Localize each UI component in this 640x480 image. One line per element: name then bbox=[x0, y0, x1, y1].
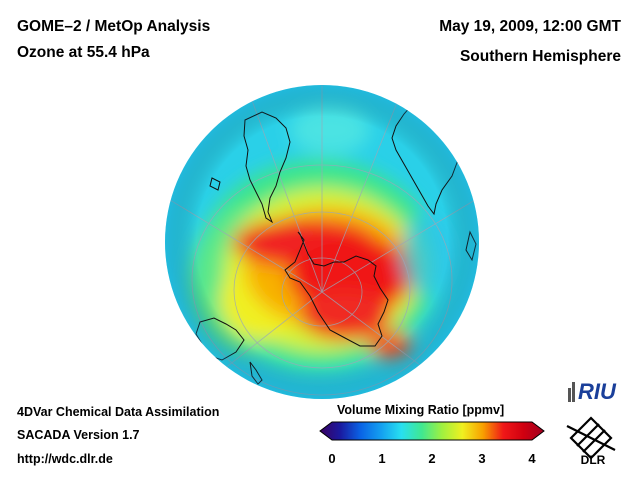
colorbar-tick-2: 2 bbox=[428, 451, 436, 466]
title-line2: Ozone at 55.4 hPa bbox=[17, 44, 150, 61]
riu-logo: RIU bbox=[568, 379, 617, 404]
colorbar-tick-1: 1 bbox=[378, 451, 386, 466]
colorbar-tick-4: 4 bbox=[528, 451, 536, 466]
footer-line1: 4DVar Chemical Data Assimilation bbox=[17, 405, 220, 419]
colorbar bbox=[319, 421, 545, 441]
footer-line3: http://wdc.dlr.de bbox=[17, 452, 113, 466]
ozone-globe-map bbox=[165, 85, 479, 399]
svg-text:RIU: RIU bbox=[578, 379, 617, 404]
region-label: Southern Hemisphere bbox=[459, 48, 621, 65]
date-label: May 19, 2009, 12:00 GMT bbox=[439, 18, 621, 35]
colorbar-tick-0: 0 bbox=[328, 451, 336, 466]
colorbar-title: Volume Mixing Ratio [ppmv] bbox=[337, 403, 505, 417]
footer-line2: SACADA Version 1.7 bbox=[17, 428, 140, 442]
dlr-logo: DLR bbox=[566, 416, 616, 466]
colorbar-tick-3: 3 bbox=[478, 451, 486, 466]
globe-rim bbox=[165, 85, 479, 399]
title-line1: GOME–2 / MetOp Analysis bbox=[17, 18, 211, 35]
svg-text:DLR: DLR bbox=[581, 453, 606, 466]
